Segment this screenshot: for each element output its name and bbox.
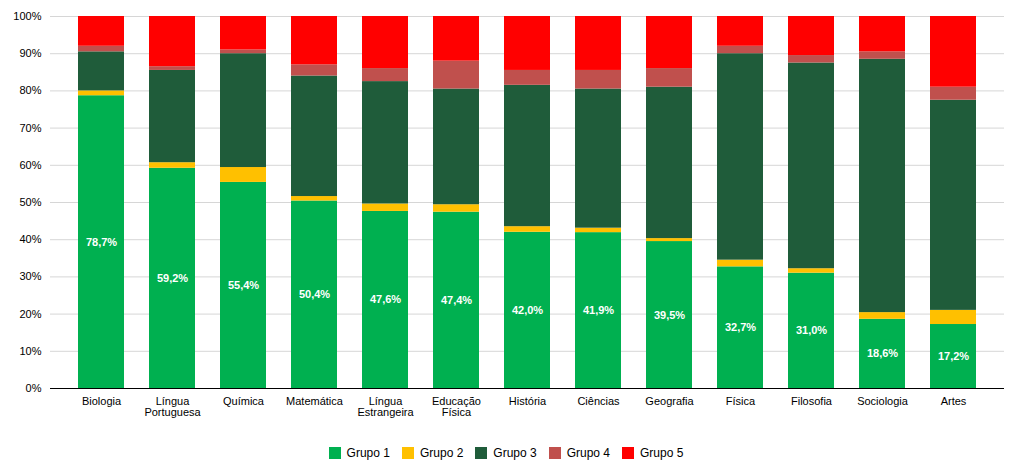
svg-text:20%: 20%: [19, 308, 41, 320]
svg-text:Sociologia: Sociologia: [857, 395, 909, 407]
svg-text:50%: 50%: [19, 196, 41, 208]
svg-text:32,7%: 32,7%: [725, 321, 756, 333]
svg-text:30%: 30%: [19, 270, 41, 282]
svg-text:60%: 60%: [19, 159, 41, 171]
html-text:Grupo 1: Grupo 1: [346, 445, 390, 460]
svg-text:80%: 80%: [19, 84, 41, 96]
svg-text:Ciências: Ciências: [577, 395, 620, 407]
svg-text:Filosofia: Filosofia: [791, 395, 833, 407]
svg-text:EducaçãoFísica: EducaçãoFísica: [432, 395, 481, 418]
svg-text:59,2%: 59,2%: [157, 272, 188, 284]
svg-text:78,7%: 78,7%: [86, 236, 117, 248]
svg-text:39,5%: 39,5%: [654, 309, 685, 321]
svg-text:47,4%: 47,4%: [441, 294, 472, 306]
svg-text:18,6%: 18,6%: [867, 347, 898, 359]
svg-text:40%: 40%: [19, 233, 41, 245]
svg-text:100%: 100%: [13, 10, 41, 22]
svg-text:90%: 90%: [19, 47, 41, 59]
svg-text:Química: Química: [223, 395, 265, 407]
svg-text:17,2%: 17,2%: [938, 350, 969, 362]
svg-text:Artes: Artes: [941, 395, 967, 407]
html-text:Grupo 5: Grupo 5: [640, 445, 684, 460]
svg-text:41,9%: 41,9%: [583, 304, 614, 316]
svg-text:70%: 70%: [19, 122, 41, 134]
html-text:Grupo 2: Grupo 2: [420, 445, 464, 460]
svg-text:Geografia: Geografia: [645, 395, 694, 407]
svg-text:31,0%: 31,0%: [796, 324, 827, 336]
svg-text:47,6%: 47,6%: [370, 293, 401, 305]
svg-text:42,0%: 42,0%: [512, 304, 543, 316]
svg-text:55,4%: 55,4%: [228, 279, 259, 291]
svg-text:0%: 0%: [26, 382, 42, 394]
svg-text:Física: Física: [726, 395, 756, 407]
svg-text:LínguaEstrangeira: LínguaEstrangeira: [357, 395, 414, 418]
html-text:Grupo 3: Grupo 3: [493, 445, 537, 460]
svg-text:História: História: [509, 395, 547, 407]
svg-text:50,4%: 50,4%: [299, 288, 330, 300]
html-text:Grupo 4: Grupo 4: [566, 445, 610, 460]
svg-text:LínguaPortuguesa: LínguaPortuguesa: [144, 395, 201, 418]
svg-text:Matemática: Matemática: [286, 395, 344, 407]
svg-text:Biologia: Biologia: [82, 395, 122, 407]
svg-text:10%: 10%: [19, 345, 41, 357]
